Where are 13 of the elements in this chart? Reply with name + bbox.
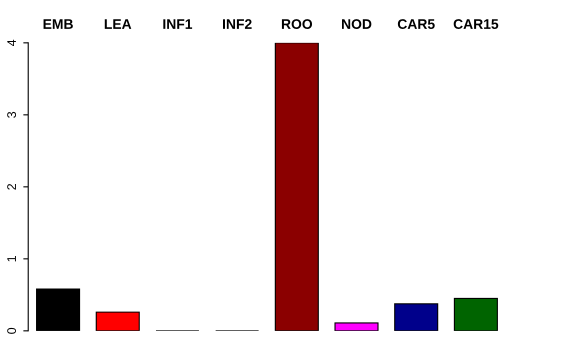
y-tick-label: 1: [7, 256, 16, 262]
y-tick-label: 2: [7, 184, 16, 190]
y-tick-label: 0: [7, 328, 16, 334]
x-tick-label: CAR5: [398, 19, 435, 29]
y-tick-label: 3: [7, 112, 16, 118]
x-tick-label: CAR15: [454, 19, 498, 29]
x-tick-label: NOD: [342, 19, 372, 29]
x-tick-label: LEA: [104, 19, 132, 29]
y-tick-label: 4: [7, 40, 16, 46]
x-tick-label: INF2: [223, 19, 252, 29]
x-tick-label: EMB: [44, 19, 73, 29]
x-tick-label: INF1: [163, 19, 192, 29]
x-tick-label: ROO: [282, 19, 312, 29]
